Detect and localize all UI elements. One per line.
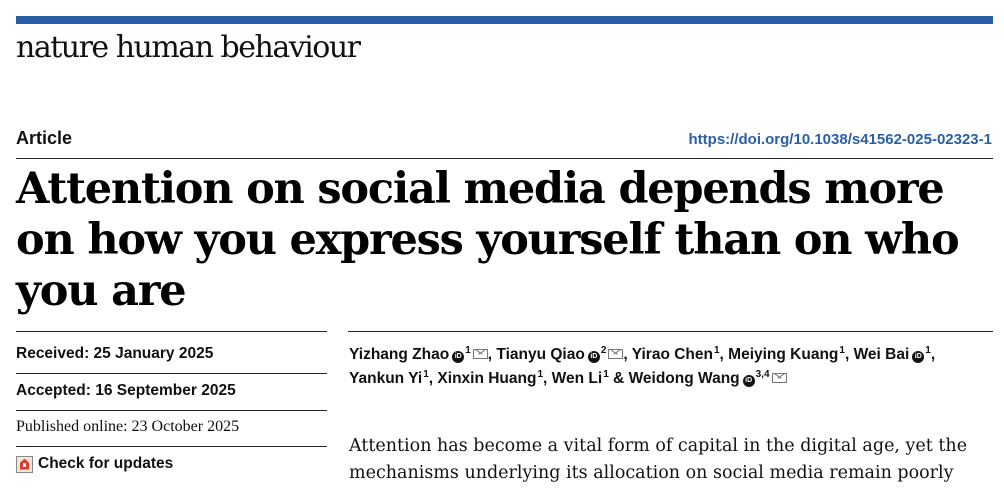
email-icon[interactable] [472, 349, 488, 359]
author: Yankun Yi1 [349, 369, 429, 388]
doi-link[interactable]: https://doi.org/10.1038/s41562-025-02323… [688, 131, 993, 148]
author-separator: , [930, 346, 936, 363]
affiliation-number[interactable]: 1 [465, 345, 471, 356]
author-name[interactable]: Meiying Kuang [728, 346, 839, 363]
orcid-icon[interactable]: iD [587, 351, 600, 363]
affiliation-number[interactable]: 1 [713, 345, 720, 356]
dates-divider-1 [16, 373, 327, 374]
published-date: Published online: 23 October 2025 [16, 418, 240, 435]
author-separator: , [719, 346, 729, 363]
author: Weidong Wang iD3,4 [629, 370, 787, 387]
affiliation-number[interactable]: 2 [600, 345, 607, 356]
author: Yizhang Zhao iD1 [349, 346, 488, 363]
author-name[interactable]: Yizhang Zhao [349, 346, 450, 363]
accepted-date: Accepted: 16 September 2025 [16, 382, 236, 399]
author-name[interactable]: Tianyu Qiao [496, 346, 585, 363]
affiliation-number[interactable]: 1 [925, 345, 931, 356]
orcid-icon[interactable]: iD [912, 351, 925, 363]
affiliation-number[interactable]: 3,4 [755, 369, 770, 380]
author-name[interactable]: Xinxin Huang [437, 370, 537, 387]
affiliation-number[interactable]: 1 [603, 369, 609, 380]
check-for-updates-icon [16, 455, 33, 473]
author-separator: , [487, 346, 497, 363]
received-date: Received: 25 January 2025 [16, 345, 214, 362]
dates-divider-top [16, 331, 327, 332]
affiliation-number[interactable]: 1 [839, 345, 845, 356]
article-title: Attention on social media depends more o… [16, 164, 960, 316]
check-for-updates-button[interactable]: Check for updates [16, 455, 173, 473]
author: Xinxin Huang1 [437, 369, 544, 388]
author-name[interactable]: Yirao Chen [631, 346, 713, 363]
author-separator: , [623, 346, 632, 363]
author: Tianyu Qiao iD2 [496, 345, 624, 363]
check-for-updates-label: Check for updates [38, 455, 174, 472]
orcid-icon[interactable]: iD [452, 351, 465, 363]
journal-name[interactable]: nature human behaviour [16, 30, 361, 65]
author-separator: , [428, 370, 438, 387]
journal-header-bar [16, 16, 993, 24]
author-name[interactable]: Wen Li [551, 370, 603, 387]
author: Wen Li1 [551, 369, 609, 388]
author-separator: & [608, 370, 629, 387]
author: Meiying Kuang1 [728, 345, 845, 364]
author: Yirao Chen1 [631, 345, 720, 364]
authors-divider [348, 331, 993, 332]
affiliation-number[interactable]: 1 [423, 369, 429, 380]
dates-divider-2 [16, 410, 327, 411]
author-name[interactable]: Wei Bai [853, 346, 910, 363]
author-list: Yizhang Zhao iD1, Tianyu Qiao iD2, Yirao C… [349, 343, 999, 391]
header-divider [16, 158, 993, 159]
email-icon[interactable] [771, 373, 787, 383]
author: Wei Bai iD1 [854, 346, 931, 363]
abstract-text: Attention has become a vital form of cap… [349, 436, 968, 483]
author-separator: , [844, 346, 854, 363]
email-icon[interactable] [608, 349, 624, 359]
dates-divider-3 [16, 446, 327, 447]
author-name[interactable]: Weidong Wang [628, 370, 740, 387]
author-name[interactable]: Yankun Yi [349, 370, 423, 387]
author-separator: , [543, 370, 552, 387]
orcid-icon[interactable]: iD [742, 375, 755, 387]
affiliation-number[interactable]: 1 [537, 369, 544, 380]
article-type-label: Article [16, 128, 73, 148]
